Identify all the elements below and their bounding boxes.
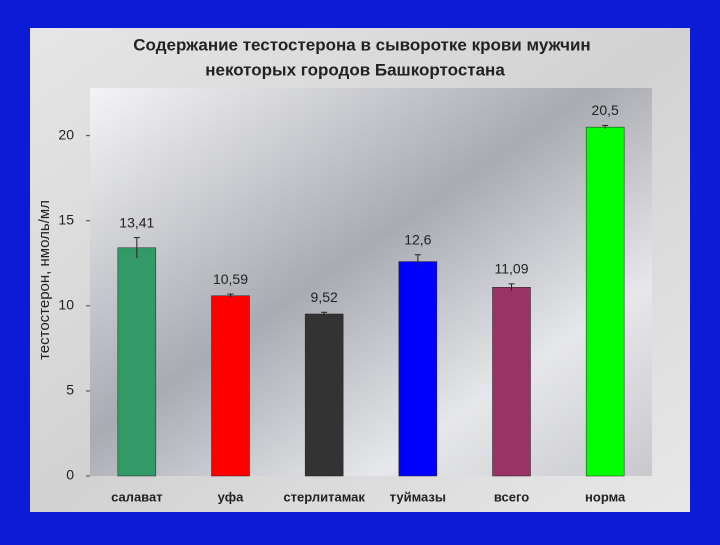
bar xyxy=(492,287,531,477)
plot-area xyxy=(90,88,652,476)
y-tick-label: 20 xyxy=(58,126,74,142)
value-label: 9,52 xyxy=(311,289,338,305)
x-tick-label: всего xyxy=(494,489,529,504)
y-tick-label: 0 xyxy=(66,467,74,483)
y-tick-label: 15 xyxy=(58,211,74,227)
value-label: 13,41 xyxy=(119,214,154,230)
y-axis-label: тестостерон, нмоль/мл xyxy=(36,200,53,360)
value-label: 10,59 xyxy=(213,271,248,287)
bar xyxy=(585,126,625,477)
y-tick-label: 5 xyxy=(66,382,74,398)
chart-title: Содержание тестостерона в сыворотке кров… xyxy=(133,35,590,54)
bar xyxy=(398,261,438,477)
value-label: 12,6 xyxy=(404,231,431,247)
value-label: 20,5 xyxy=(592,102,619,118)
chart-subtitle: некоторых городов Башкортостана xyxy=(205,60,505,79)
bar xyxy=(211,295,250,477)
bar xyxy=(304,313,344,477)
x-tick-label: стерлитамак xyxy=(283,489,365,504)
x-tick-label: салават xyxy=(111,489,163,504)
value-label: 11,09 xyxy=(495,261,529,277)
bar xyxy=(117,247,157,477)
x-tick-label: норма xyxy=(585,489,626,504)
y-tick-label: 10 xyxy=(58,297,74,313)
x-tick-label: уфа xyxy=(218,489,244,504)
x-tick-label: туймазы xyxy=(390,489,446,504)
